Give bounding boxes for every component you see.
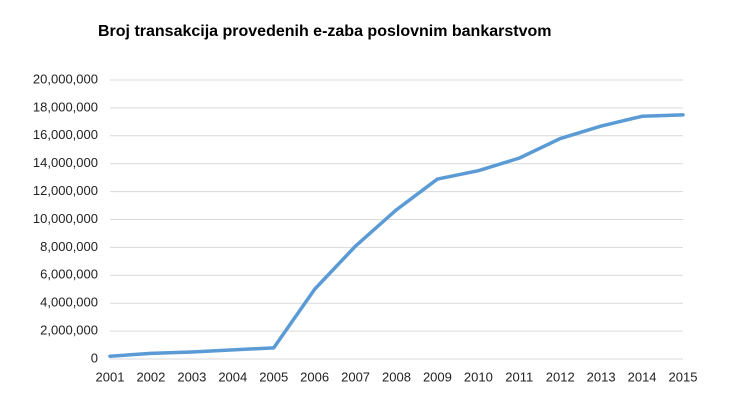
y-tick-label: 4,000,000	[40, 295, 98, 310]
x-tick-label: 2010	[464, 369, 493, 384]
x-tick-label: 2009	[423, 369, 452, 384]
x-tick-label: 2015	[669, 369, 698, 384]
y-tick-label: 20,000,000	[33, 71, 98, 86]
x-tick-label: 2001	[96, 369, 125, 384]
y-tick-label: 14,000,000	[33, 155, 98, 170]
x-tick-label: 2005	[259, 369, 288, 384]
x-tick-label: 2003	[177, 369, 206, 384]
y-tick-label: 16,000,000	[33, 127, 98, 142]
x-tick-label: 2008	[382, 369, 411, 384]
x-tick-label: 2007	[341, 369, 370, 384]
y-tick-label: 12,000,000	[33, 183, 98, 198]
y-tick-label: 2,000,000	[40, 323, 98, 338]
x-tick-label: 2013	[587, 369, 616, 384]
x-tick-label: 2012	[546, 369, 575, 384]
x-tick-label: 2006	[300, 369, 329, 384]
data-line	[108, 113, 685, 358]
y-tick-label: 10,000,000	[33, 211, 98, 226]
x-tick-label: 2002	[136, 369, 165, 384]
y-tick-label: 0	[91, 350, 98, 365]
x-tick-label: 2004	[218, 369, 247, 384]
y-tick-label: 8,000,000	[40, 239, 98, 254]
x-tick-label: 2011	[505, 369, 533, 384]
x-tick-label: 2014	[628, 369, 657, 384]
y-tick-label: 18,000,000	[33, 99, 98, 114]
chart-title: Broj transakcija provedenih e-zaba poslo…	[98, 23, 551, 40]
y-tick-label: 6,000,000	[40, 267, 98, 282]
